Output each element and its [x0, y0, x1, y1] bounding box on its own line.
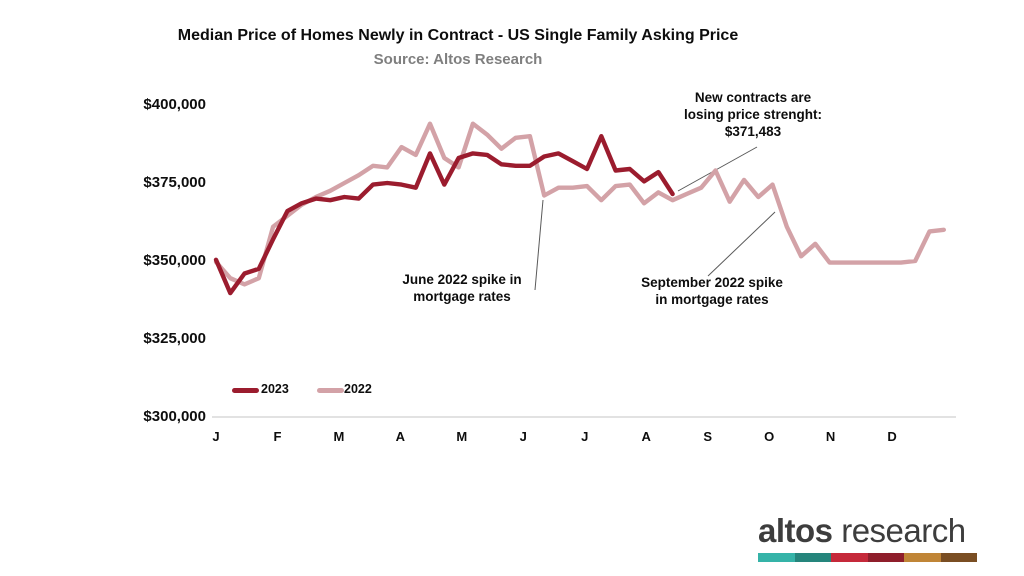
x-axis-label-month: S	[703, 429, 712, 444]
x-axis-label-month: J	[581, 429, 589, 444]
x-axis-label-month: A	[641, 429, 651, 444]
annotation-line: mortgage rates	[413, 289, 511, 304]
annotation-september-2022: September 2022 spike in mortgage rates	[620, 274, 804, 308]
x-axis-label-month: J	[212, 429, 220, 444]
annotation-pointer-new-contracts	[677, 146, 758, 192]
x-axis-label-month: O	[764, 429, 775, 444]
chart-subtitle: Source: Altos Research	[373, 51, 543, 68]
legend-label-2022: 2022	[344, 382, 372, 396]
x-axis-label-month: M	[333, 429, 345, 444]
x-axis-label-month: A	[395, 429, 406, 444]
logo-word-research: research	[841, 512, 966, 549]
annotation-value-label: $371,483	[724, 124, 782, 139]
series-line-2023	[213, 133, 675, 296]
x-axis-label-month: J	[519, 429, 527, 444]
logo-bar-segment	[940, 553, 977, 562]
annotation-pointer-september	[707, 211, 776, 277]
y-axis-label: $300,000	[143, 408, 206, 425]
logo-wordmark: altos research	[758, 512, 977, 550]
y-axis-label: $325,000	[143, 330, 206, 347]
y-axis-label: $375,000	[143, 174, 206, 191]
annotation-line: New contracts are	[694, 90, 812, 105]
logo-color-bar	[758, 553, 977, 562]
logo-bar-segment	[904, 553, 941, 562]
logo-bar-segment	[794, 553, 831, 562]
legend-label-2023: 2023	[261, 382, 289, 396]
chart-title: Median Price of Homes Newly in Contract …	[177, 27, 739, 44]
logo-bar-segment	[831, 553, 868, 562]
annotation-line: in mortgage rates	[655, 292, 769, 307]
x-axis-label-month: F	[273, 429, 282, 444]
y-axis-label: $400,000	[143, 96, 206, 113]
legend-swatch-2023	[232, 388, 259, 393]
logo-word-altos: altos	[758, 512, 833, 549]
x-axis-label-month: M	[456, 429, 468, 444]
annotation-new-contracts: New contracts are losing price strenght:…	[669, 89, 837, 140]
annotation-june-2022: June 2022 spike in mortgage rates	[380, 271, 544, 305]
annotation-line: September 2022 spike	[641, 275, 783, 290]
logo-bar-segment	[867, 553, 904, 562]
x-axis-label-month: D	[887, 429, 897, 444]
annotation-pointer-june	[534, 199, 544, 291]
annotation-line: June 2022 spike in	[402, 272, 522, 287]
altos-research-logo: altos research	[758, 512, 977, 562]
legend-swatch-2022	[317, 388, 344, 393]
annotation-line: losing price strenght:	[683, 107, 822, 122]
x-axis-label-month: N	[825, 429, 836, 444]
series-line-2022	[213, 121, 946, 287]
logo-bar-segment	[758, 553, 795, 562]
y-axis-label: $350,000	[143, 252, 206, 269]
